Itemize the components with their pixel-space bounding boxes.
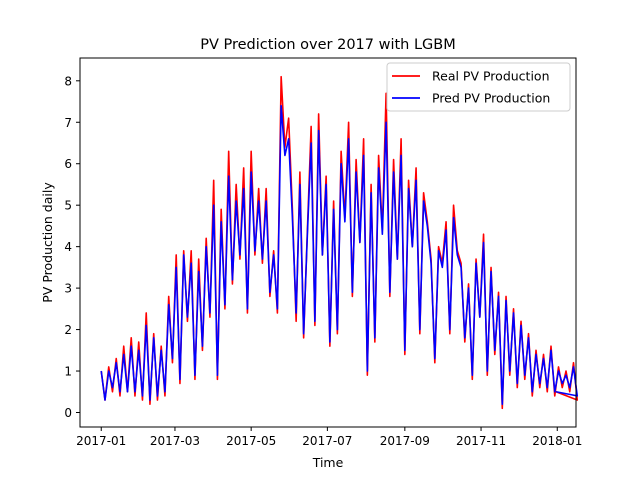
y-tick-label: 7 <box>64 116 72 130</box>
legend-label-pred: Pred PV Production <box>432 91 550 106</box>
legend-box <box>386 62 571 112</box>
series-line-pred <box>100 104 579 405</box>
y-tick-label: 6 <box>64 157 72 171</box>
y-tick-label: 3 <box>64 282 72 296</box>
x-axis-label: Time <box>312 455 344 470</box>
x-tick-label: 2017-05 <box>226 434 276 448</box>
x-tick-label: 2017-09 <box>380 434 430 448</box>
y-axis: 0 1 2 3 4 5 6 7 8 <box>64 74 80 420</box>
y-tick-label: 2 <box>64 323 72 337</box>
y-tick-label: 1 <box>64 365 72 379</box>
y-tick-label: 4 <box>64 240 72 254</box>
x-axis: 2017-01 2017-03 2017-05 2017-07 2017-09 2017-… <box>76 427 582 448</box>
legend-label-real: Real PV Production <box>432 69 550 84</box>
x-tick-label: 2017-03 <box>150 434 200 448</box>
x-tick-label: 2017-01 <box>76 434 126 448</box>
x-tick-label: 2017-07 <box>302 434 352 448</box>
axes-frame <box>79 57 577 428</box>
x-tick-label: 2018-01 <box>532 434 582 448</box>
y-tick-label: 5 <box>64 199 72 213</box>
x-tick-label: 2017-11 <box>456 434 506 448</box>
chart-title: PV Prediction over 2017 with LGBM <box>200 37 456 53</box>
y-tick-label: 8 <box>64 74 72 88</box>
y-axis-label: PV Production daily <box>40 182 55 303</box>
series-layer <box>100 75 579 410</box>
y-tick-label: 0 <box>64 406 72 420</box>
legend: Real PV Production Pred PV Production <box>386 62 571 112</box>
plot-area <box>100 75 579 410</box>
